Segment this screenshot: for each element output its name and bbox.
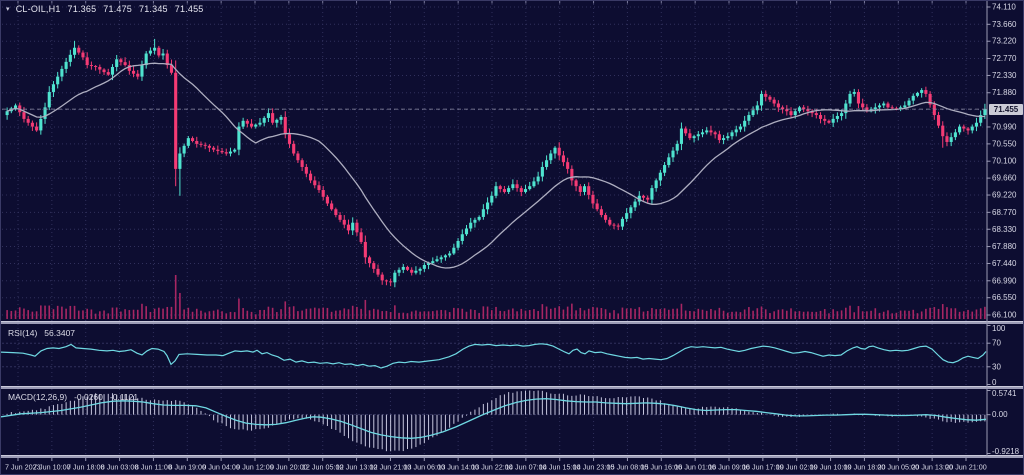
volume-bars — [6, 275, 986, 319]
svg-text:70.100: 70.100 — [992, 157, 1017, 166]
svg-text:7 Jun 2023: 7 Jun 2023 — [5, 463, 41, 472]
svg-text:66.990: 66.990 — [992, 276, 1017, 285]
svg-text:20 Jun 05:00: 20 Jun 05:00 — [877, 463, 919, 472]
svg-text:67.880: 67.880 — [992, 242, 1017, 251]
symbol-ohlc-header: ▾ CL-OIL,H1 71.365 71.475 71.345 71.455 — [6, 4, 203, 14]
svg-text:9 Jun 04:00: 9 Jun 04:00 — [202, 463, 240, 472]
ohlc-high-value: 71.475 — [103, 4, 133, 14]
svg-text:20 Jun 21:00: 20 Jun 21:00 — [945, 463, 987, 472]
svg-text:68.770: 68.770 — [992, 208, 1017, 217]
svg-text:16 Jun 17:00: 16 Jun 17:00 — [742, 463, 784, 472]
svg-text:13 Jun 22:00: 13 Jun 22:00 — [471, 463, 513, 472]
current-price-tag: 71.455 — [989, 104, 1023, 115]
svg-text:0.5741: 0.5741 — [992, 389, 1017, 398]
svg-text:0: 0 — [992, 378, 997, 387]
rsi-panel[interactable] — [1, 324, 987, 386]
svg-text:-0.9218: -0.9218 — [992, 447, 1020, 456]
svg-text:72.330: 72.330 — [992, 71, 1017, 80]
svg-text:70: 70 — [992, 339, 1001, 348]
svg-text:69.660: 69.660 — [992, 174, 1017, 183]
rsi-current-value: 56.3407 — [44, 328, 76, 338]
svg-text:74.110: 74.110 — [992, 3, 1016, 12]
price-axis: 74.110 73.660 73.220 72.770 72.330 71.880 70.9… — [986, 1, 1020, 458]
svg-text:14 Jun 15:00: 14 Jun 15:00 — [539, 463, 581, 472]
moving-average-line — [6, 62, 985, 269]
svg-text:30: 30 — [992, 362, 1001, 371]
svg-text:19 Jun 10:00: 19 Jun 10:00 — [810, 463, 852, 472]
svg-text:16 Jun 09:00: 16 Jun 09:00 — [708, 463, 750, 472]
svg-text:12 Jun 13:00: 12 Jun 13:00 — [336, 463, 378, 472]
svg-text:7 Jun 10:00: 7 Jun 10:00 — [33, 463, 71, 472]
svg-text:68.330: 68.330 — [992, 225, 1017, 234]
svg-text:9 Jun 20:00: 9 Jun 20:00 — [270, 463, 308, 472]
time-axis-scale[interactable] — [1, 458, 1024, 475]
svg-text:13 Jun 14:00: 13 Jun 14:00 — [437, 463, 479, 472]
symbol-timeframe-label: CL-OIL,H1 — [15, 4, 61, 14]
rsi-indicator-label: RSI(14) 56.3407 — [8, 328, 75, 338]
ohlc-close-value: 71.455 — [174, 4, 204, 14]
svg-text:8 Jun 03:00: 8 Jun 03:00 — [101, 463, 139, 472]
rsi-name: RSI(14) — [8, 328, 38, 338]
panel-separators — [1, 321, 1023, 458]
macd-panel[interactable] — [1, 389, 987, 455]
svg-text:100: 100 — [992, 324, 1006, 333]
svg-text:13 Jun 06:00: 13 Jun 06:00 — [403, 463, 445, 472]
svg-text:19 Jun 18:00: 19 Jun 18:00 — [844, 463, 886, 472]
svg-text:14 Jun 07:00: 14 Jun 07:00 — [505, 463, 547, 472]
svg-text:20 Jun 13:00: 20 Jun 13:00 — [911, 463, 953, 472]
macd-main-value: -0.0260 — [74, 392, 103, 402]
ohlc-low-value: 71.345 — [139, 4, 168, 14]
svg-text:66.550: 66.550 — [992, 293, 1017, 302]
price-axis-scale[interactable] — [987, 1, 1024, 458]
svg-text:14 Jun 23:00: 14 Jun 23:00 — [573, 463, 615, 472]
svg-text:8 Jun 11:00: 8 Jun 11:00 — [135, 463, 172, 472]
macd-signal-line — [1, 398, 987, 439]
svg-text:69.220: 69.220 — [992, 191, 1017, 200]
svg-text:15 Jun 16:00: 15 Jun 16:00 — [640, 463, 682, 472]
svg-text:9 Jun 12:00: 9 Jun 12:00 — [236, 463, 274, 472]
svg-text:70.990: 70.990 — [992, 122, 1017, 131]
svg-text:12 Jun 21:00: 12 Jun 21:00 — [370, 463, 412, 472]
svg-text:12 Jun 05:00: 12 Jun 05:00 — [302, 463, 344, 472]
chart-expand-icon[interactable]: ▾ — [6, 6, 10, 13]
svg-text:73.660: 73.660 — [992, 20, 1017, 29]
svg-text:7 Jun 18:00: 7 Jun 18:00 — [67, 463, 105, 472]
ohlc-open-value: 71.365 — [67, 4, 97, 14]
svg-text:15 Jun 08:00: 15 Jun 08:00 — [607, 463, 649, 472]
svg-text:72.770: 72.770 — [992, 54, 1017, 63]
main-chart-area[interactable] — [1, 1, 987, 321]
svg-text:70.550: 70.550 — [992, 139, 1017, 148]
time-axis: 7 Jun 20237 Jun 10:007 Jun 18:008 Jun 03… — [5, 458, 987, 472]
macd-name: MACD(12,26,9) — [8, 392, 68, 402]
svg-text:8 Jun 19:00: 8 Jun 19:00 — [168, 463, 206, 472]
rsi-line — [1, 343, 987, 369]
svg-text:16 Jun 01:00: 16 Jun 01:00 — [674, 463, 716, 472]
svg-text:0.00: 0.00 — [992, 410, 1008, 419]
svg-text:67.440: 67.440 — [992, 259, 1017, 268]
svg-text:66.100: 66.100 — [992, 311, 1017, 320]
svg-text:71.880: 71.880 — [992, 88, 1017, 97]
macd-signal-value: -0.1121 — [109, 392, 139, 402]
svg-text:73.220: 73.220 — [992, 37, 1017, 46]
macd-indicator-label: MACD(12,26,9) -0.0260 -0.1121 — [8, 392, 138, 402]
svg-text:19 Jun 02:00: 19 Jun 02:00 — [776, 463, 818, 472]
